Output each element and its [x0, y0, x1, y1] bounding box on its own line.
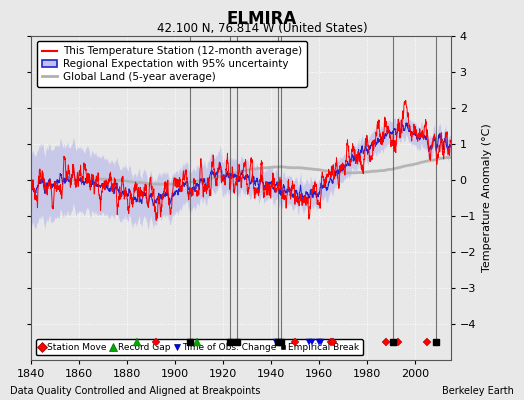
Text: 42.100 N, 76.814 W (United States): 42.100 N, 76.814 W (United States): [157, 22, 367, 35]
Legend: Station Move, Record Gap, Time of Obs. Change, Empirical Break: Station Move, Record Gap, Time of Obs. C…: [36, 339, 363, 356]
Y-axis label: Temperature Anomaly (°C): Temperature Anomaly (°C): [482, 124, 492, 272]
Text: Berkeley Earth: Berkeley Earth: [442, 386, 514, 396]
Text: Data Quality Controlled and Aligned at Breakpoints: Data Quality Controlled and Aligned at B…: [10, 386, 261, 396]
Text: ELMIRA: ELMIRA: [227, 10, 297, 28]
